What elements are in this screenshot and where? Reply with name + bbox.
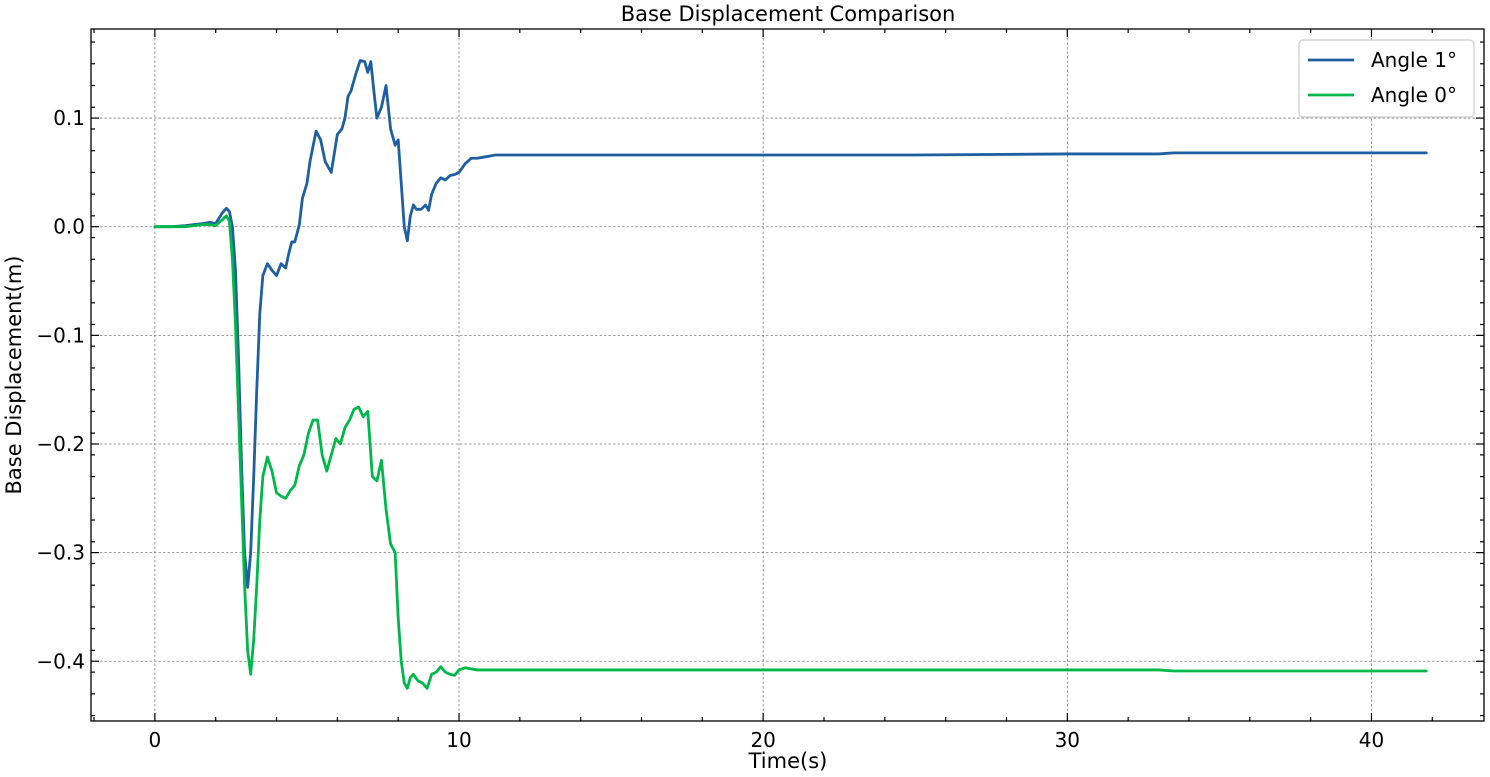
grid	[91, 29, 1484, 721]
y-tick-label: 0.0	[53, 215, 85, 239]
plot-frame	[90, 28, 1485, 722]
x-axis-label: Time(s)	[748, 749, 828, 773]
y-tick-label: 0.1	[53, 106, 85, 130]
chart-title: Base Displacement Comparison	[621, 2, 956, 26]
y-axis-label: Base Displacement(m)	[2, 255, 26, 494]
series-lines	[153, 59, 1428, 690]
legend: Angle 1° Angle 0°	[1298, 39, 1475, 118]
tick-labels: 0 10 20 30 40 −0.4 −0.3 −0.2 −0.1 0.0 0.1	[36, 106, 1384, 752]
series-line-1	[153, 59, 1428, 589]
series-line-2	[153, 214, 1428, 690]
x-tick-label: 10	[446, 728, 471, 752]
x-tick-label: 0	[149, 728, 162, 752]
legend-label: Angle 1°	[1371, 48, 1457, 72]
legend-label: Angle 0°	[1371, 83, 1457, 107]
x-tick-label: 40	[1359, 728, 1384, 752]
ticks	[91, 29, 1484, 721]
x-tick-label: 30	[1055, 728, 1080, 752]
y-tick-label: −0.3	[36, 541, 85, 565]
y-tick-label: −0.2	[36, 432, 85, 456]
x-tick-label: 20	[750, 728, 775, 752]
y-tick-label: −0.4	[36, 649, 85, 673]
y-tick-label: −0.1	[36, 323, 85, 347]
